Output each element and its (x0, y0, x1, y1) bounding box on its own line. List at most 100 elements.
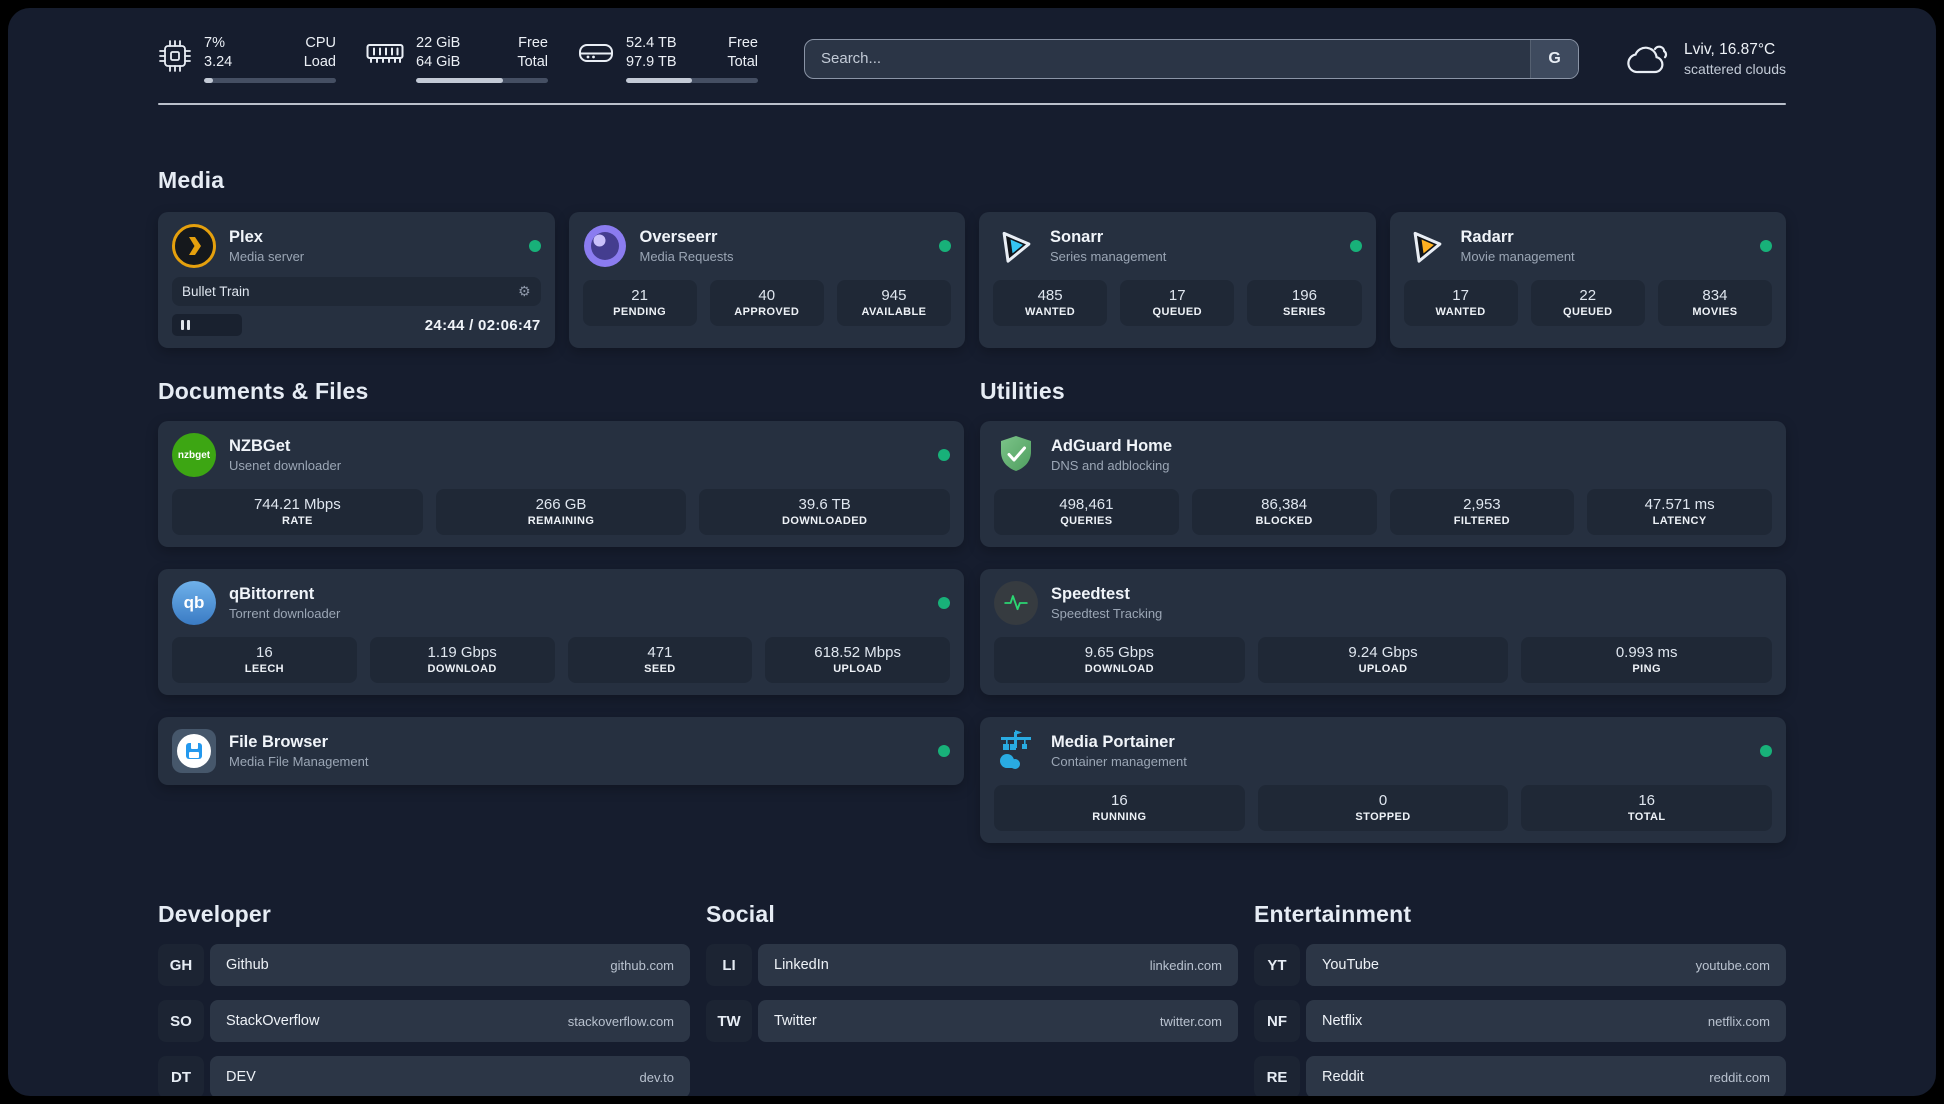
bookmark-github[interactable]: GH Github github.com (158, 944, 690, 987)
bookmark-tag: GH (158, 944, 204, 987)
disk-total-value: 97.9 TB (626, 54, 677, 71)
app-name: Radarr (1460, 227, 1514, 246)
app-card-nzbget[interactable]: nzbget NZBGet Usenet downloader 744.21 M… (158, 421, 964, 548)
nzbget-icon: nzbget (172, 433, 216, 478)
bookmark-tag: RE (1254, 1056, 1300, 1096)
app-card-overseerr[interactable]: Overseerr Media Requests 21 PENDING 40 APP… (568, 212, 965, 349)
section-title-documents: Documents & Files (158, 378, 369, 405)
stat-tile: 471 SEED (567, 637, 753, 684)
ram-total-value: 64 GiB (416, 54, 461, 71)
bookmark-name: Twitter (774, 1013, 817, 1030)
app-card-plex[interactable]: Plex Media server Bullet Train ⚙ 24:44 (158, 212, 555, 349)
app-subtitle: Media server (229, 249, 305, 265)
app-subtitle: DNS and adblocking (1051, 458, 1170, 474)
app-subtitle: Container management (1051, 754, 1187, 770)
stat-tile: 47.571 ms LATENCY (1587, 489, 1772, 536)
bookmark-tag: LI (706, 944, 752, 987)
disk-total-label: Total (727, 54, 758, 71)
app-card-speedtest[interactable]: Speedtest Speedtest Tracking 9.65 Gbps DO… (980, 569, 1786, 696)
stat-tile: 834 MOVIES (1657, 280, 1773, 327)
status-dot (938, 449, 950, 462)
sonarr-icon (993, 224, 1037, 268)
status-dot (1760, 240, 1772, 253)
plex-icon (172, 224, 216, 269)
portainer-icon (994, 729, 1038, 773)
search-provider-button[interactable]: G (1530, 39, 1579, 78)
stat-tile: 744.21 Mbps RATE (172, 489, 423, 536)
bookmark-twitter[interactable]: TW Twitter twitter.com (706, 1000, 1238, 1043)
bookmark-reddit[interactable]: RE Reddit reddit.com (1254, 1056, 1786, 1096)
bookmark-tag: NF (1254, 1000, 1300, 1043)
disk-stat: 52.4 TB 97.9 TB Free Total (578, 34, 758, 84)
bookmark-dev[interactable]: DT DEV dev.to (158, 1056, 690, 1096)
bookmark-name: LinkedIn (774, 957, 829, 974)
status-dot (938, 597, 950, 610)
app-card-filebrowser[interactable]: File Browser Media File Management (158, 717, 964, 786)
app-subtitle: Media Requests (639, 249, 734, 265)
bookmark-url: reddit.com (1709, 1069, 1770, 1085)
ram-progress-bar (416, 78, 548, 84)
app-subtitle: Series management (1050, 249, 1167, 265)
top-bar: 7% 3.24 CPU Load 22 GiB 64 GiB Free Total (158, 8, 1786, 84)
bookmark-youtube[interactable]: YT YouTube youtube.com (1254, 944, 1786, 987)
filebrowser-icon (172, 729, 216, 774)
bookmark-url: dev.to (639, 1069, 674, 1085)
app-name: Speedtest (1051, 584, 1130, 603)
bookmark-url: netflix.com (1707, 1013, 1770, 1029)
status-dot (1349, 240, 1362, 253)
bookmark-name: StackOverflow (226, 1013, 320, 1030)
dashboard: 7% 3.24 CPU Load 22 GiB 64 GiB Free Total (8, 8, 1936, 1096)
app-subtitle: Movie management (1460, 249, 1575, 265)
now-playing-title: Bullet Train (182, 284, 250, 300)
bookmark-linkedin[interactable]: LI LinkedIn linkedin.com (706, 944, 1238, 987)
stat-tile: 0 STOPPED (1257, 785, 1509, 832)
playback-time: 24:44 / 02:06:47 (424, 316, 541, 334)
search-input[interactable] (805, 39, 1531, 78)
app-name: Media Portainer (1051, 732, 1175, 751)
cpu-load-label: Load (303, 54, 336, 71)
cpu-progress-bar (204, 78, 336, 84)
section-title-entertainment: Entertainment (1254, 901, 1412, 928)
bookmark-name: YouTube (1322, 957, 1379, 974)
stat-tile: 945 AVAILABLE (836, 280, 952, 327)
system-stats: 7% 3.24 CPU Load 22 GiB 64 GiB Free Total (158, 34, 758, 84)
app-subtitle: Usenet downloader (229, 458, 342, 474)
section-title-developer: Developer (158, 901, 272, 928)
bookmark-stackoverflow[interactable]: SO StackOverflow stackoverflow.com (158, 1000, 690, 1043)
app-card-radarr[interactable]: Radarr Movie management 17 WANTED 22 QUEUE… (1389, 212, 1786, 349)
adguard-icon (994, 433, 1038, 477)
app-card-qbittorrent[interactable]: qb qBittorrent Torrent downloader 16 LEEC… (158, 569, 964, 696)
bookmark-url: twitter.com (1159, 1013, 1222, 1029)
cpu-stat: 7% 3.24 CPU Load (158, 34, 336, 84)
stat-tile: 39.6 TB DOWNLOADED (699, 489, 951, 536)
cloud-icon (1627, 45, 1668, 73)
bookmark-tag: YT (1254, 944, 1300, 987)
search-bar[interactable]: G (804, 38, 1580, 79)
bookmark-tag: SO (158, 1000, 204, 1043)
bookmark-netflix[interactable]: NF Netflix netflix.com (1254, 1000, 1786, 1043)
app-card-portainer[interactable]: Media Portainer Container management 16 R… (980, 717, 1786, 844)
bookmark-name: Netflix (1322, 1013, 1363, 1030)
stat-tile: 196 SERIES (1247, 280, 1362, 327)
bookmark-tag: TW (706, 1000, 752, 1043)
stat-tile: 16 LEECH (172, 637, 357, 684)
ram-icon (366, 44, 404, 63)
stat-tile: 17 WANTED (1403, 280, 1518, 327)
app-card-sonarr[interactable]: Sonarr Series management 485 WANTED 17 QUE… (979, 212, 1376, 349)
app-card-adguard[interactable]: AdGuard Home DNS and adblocking 498,461 Q… (980, 421, 1786, 548)
app-subtitle: Media File Management (229, 754, 369, 770)
app-name: qBittorrent (229, 584, 315, 603)
disk-icon (579, 44, 613, 62)
stat-tile: 1.19 Gbps DOWNLOAD (369, 637, 555, 684)
ram-free-value: 22 GiB (416, 35, 461, 51)
speedtest-icon (994, 581, 1038, 626)
app-name: File Browser (229, 732, 329, 751)
stat-tile: 17 QUEUED (1120, 280, 1235, 327)
stat-tile: 16 TOTAL (1521, 785, 1773, 832)
gear-icon[interactable]: ⚙ (517, 283, 531, 300)
pause-button[interactable] (172, 314, 242, 337)
bookmark-url: linkedin.com (1149, 957, 1222, 973)
weather-location: Lviv, 16.87°C (1684, 40, 1776, 58)
overseerr-icon (583, 224, 627, 268)
stat-tile: 485 WANTED (993, 280, 1108, 327)
